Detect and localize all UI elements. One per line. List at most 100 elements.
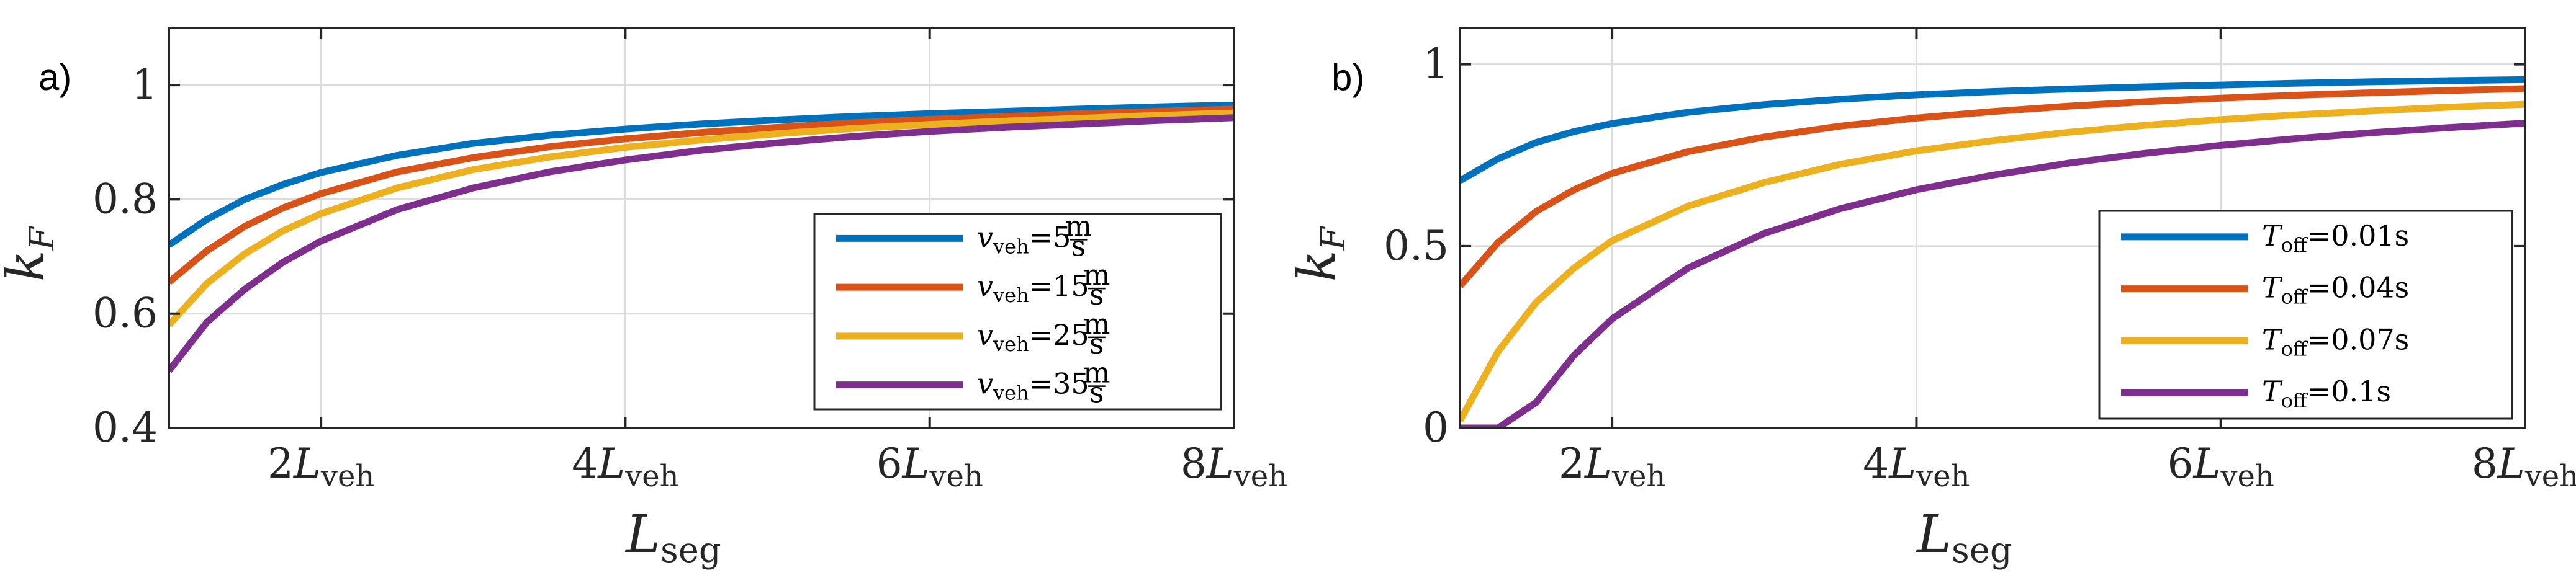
tick-symbol: L <box>597 440 625 487</box>
panel-tag: b) <box>1331 56 1364 98</box>
y-tick-label: 0 <box>1423 404 1449 452</box>
legend-subscript: veh <box>993 332 1029 356</box>
x-axis-label: Lseg <box>624 504 721 571</box>
y-tick-label: 0.4 <box>92 404 158 452</box>
tick-subscript: veh <box>2524 459 2576 494</box>
legend-unit-denominator: s <box>1089 376 1104 409</box>
series-line-1 <box>1460 76 2525 184</box>
legend-entry-2: vveh=15 <box>977 269 1089 307</box>
y-tick-label: 0.5 <box>1384 222 1449 270</box>
legend-value: =35 <box>1029 367 1089 401</box>
legend-entry-4: vveh=35 <box>977 367 1089 405</box>
legend-symbol: T <box>2262 271 2283 305</box>
legend-unit-denominator: s <box>1089 327 1104 360</box>
series-lines <box>1460 76 2525 428</box>
tick-coef: 2 <box>268 440 294 487</box>
legend-entry-2: Toff=0.04s <box>2262 271 2409 309</box>
legend-unit-denominator: s <box>1071 229 1086 262</box>
legend-unit-numerator: m <box>1083 307 1110 340</box>
y-tick-label: 0.8 <box>92 175 158 223</box>
panel-b: 2Lveh 4Lveh 6Lveh 8Lveh00.51b)kFLsegToff=0.… <box>1286 27 2576 571</box>
tick-coef: 8 <box>1181 440 1207 487</box>
legend-subscript: off <box>2281 389 2308 412</box>
tick-coef: 4 <box>1863 440 1889 487</box>
y-axis-subscript: F <box>1313 225 1353 251</box>
y-axis-label: kF <box>1286 225 1353 282</box>
legend-entry-3: vveh=25 <box>977 318 1089 356</box>
legend-subscript: veh <box>993 234 1029 258</box>
tick-symbol: L <box>293 440 321 487</box>
legend-value: =0.04s <box>2307 271 2410 305</box>
legend-subscript: veh <box>993 381 1029 405</box>
legend-unit-numerator: m <box>1083 258 1110 292</box>
x-tick-label: 6Lveh <box>2168 440 2274 494</box>
tick-subscript: veh <box>1233 459 1287 494</box>
y-tick-label: 1 <box>132 61 158 109</box>
tick-symbol: L <box>1888 440 1916 487</box>
x-tick-label: 4Lveh <box>1863 440 1970 494</box>
legend-symbol: T <box>2262 375 2283 408</box>
legend-value: =0.07s <box>2307 323 2410 356</box>
legend-symbol: v <box>977 220 993 254</box>
legend-value: =0.01s <box>2307 219 2410 252</box>
tick-symbol: L <box>902 440 930 487</box>
tick-subscript: veh <box>2220 459 2274 494</box>
tick-subscript: veh <box>320 459 374 494</box>
axes-frame <box>168 27 1235 429</box>
legend-unit-numerator: m <box>1083 356 1110 389</box>
legend-subscript: off <box>2281 285 2308 309</box>
x-tick-label: 6Lveh <box>876 440 983 494</box>
legend-symbol: v <box>977 318 993 352</box>
y-axis-label: kF <box>0 225 61 282</box>
legend-value: =25 <box>1029 318 1089 352</box>
legend-subscript: off <box>2281 233 2308 257</box>
legend-symbol: v <box>977 269 993 303</box>
y-axis-symbol: k <box>0 250 56 282</box>
tick-symbol: L <box>2497 440 2525 487</box>
series-line-1 <box>169 101 1234 248</box>
x-axis-subscript: seg <box>660 530 721 571</box>
legend-entry-4: Toff=0.1s <box>2262 375 2391 412</box>
x-axis-symbol: L <box>1916 504 1952 564</box>
y-axis-symbol: k <box>1286 250 1347 282</box>
series-line-2 <box>169 105 1234 285</box>
x-axis-label: Lseg <box>1916 504 2012 571</box>
tick-subscript: veh <box>624 459 678 494</box>
legend-value: =0.1s <box>2307 375 2391 408</box>
tick-coef: 2 <box>1559 440 1585 487</box>
tick-symbol: L <box>1584 440 1612 487</box>
legend-entry-1: Toff=0.01s <box>2262 219 2409 257</box>
axes-frame <box>1459 27 2526 429</box>
tick-subscript: veh <box>1611 459 1665 494</box>
legend-entry-1: vveh=5 <box>977 220 1071 258</box>
tick-coef: 4 <box>572 440 598 487</box>
series-line-4 <box>169 114 1234 373</box>
tick-coef: 8 <box>2472 440 2498 487</box>
tick-coef: 6 <box>2168 440 2194 487</box>
tick-subscript: veh <box>1916 459 1970 494</box>
panel-a: 2Lveh 4Lveh 6Lveh 8Lveh0.40.60.81a)kFLsegvv… <box>0 27 1287 571</box>
x-tick-label: 2Lveh <box>268 440 374 494</box>
x-tick-label: 8Lveh <box>1181 440 1287 494</box>
legend-subscript: off <box>2281 337 2308 360</box>
x-tick-label: 2Lveh <box>1559 440 1665 494</box>
legend-value: =5 <box>1029 220 1071 254</box>
x-tick-label: 8Lveh <box>2472 440 2576 494</box>
series-line-3 <box>1460 100 2525 422</box>
legend-symbol: v <box>977 367 993 401</box>
legend-unit-denominator: s <box>1089 278 1104 311</box>
y-tick-label: 1 <box>1423 40 1449 88</box>
legend-box <box>813 213 1222 411</box>
tick-symbol: L <box>2193 440 2221 487</box>
series-line-2 <box>1460 85 2525 288</box>
legend-box <box>2098 210 2513 420</box>
legend-symbol: T <box>2262 323 2283 356</box>
y-axis-subscript: F <box>22 225 61 251</box>
x-axis-symbol: L <box>624 504 660 564</box>
x-axis-subscript: seg <box>1952 530 2012 571</box>
y-tick-label: 0.6 <box>92 290 158 337</box>
legend-symbol: T <box>2262 219 2283 252</box>
series-line-3 <box>169 109 1234 327</box>
